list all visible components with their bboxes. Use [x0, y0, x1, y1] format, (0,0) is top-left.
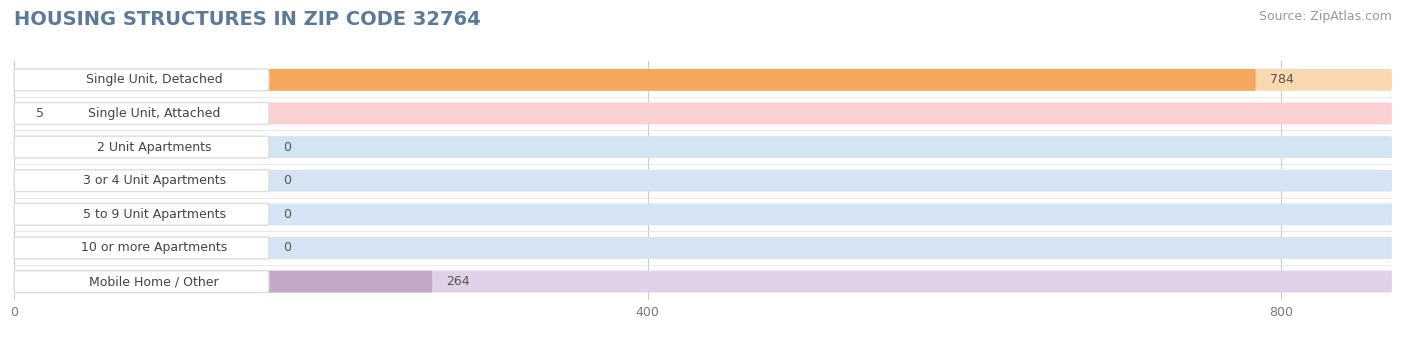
Text: 784: 784 — [1270, 73, 1294, 86]
FancyBboxPatch shape — [14, 69, 1256, 91]
Text: 264: 264 — [446, 275, 470, 288]
Text: Single Unit, Attached: Single Unit, Attached — [89, 107, 221, 120]
FancyBboxPatch shape — [14, 103, 22, 124]
Text: 0: 0 — [283, 241, 291, 254]
FancyBboxPatch shape — [14, 136, 1392, 158]
Text: HOUSING STRUCTURES IN ZIP CODE 32764: HOUSING STRUCTURES IN ZIP CODE 32764 — [14, 10, 481, 29]
FancyBboxPatch shape — [14, 69, 1392, 91]
Text: 10 or more Apartments: 10 or more Apartments — [82, 241, 228, 254]
FancyBboxPatch shape — [14, 237, 269, 259]
Text: 5 to 9 Unit Apartments: 5 to 9 Unit Apartments — [83, 208, 226, 221]
Text: 5: 5 — [35, 107, 44, 120]
FancyBboxPatch shape — [14, 103, 1392, 124]
Text: 0: 0 — [283, 174, 291, 187]
FancyBboxPatch shape — [14, 69, 269, 91]
Text: 2 Unit Apartments: 2 Unit Apartments — [97, 140, 211, 153]
Text: 0: 0 — [283, 140, 291, 153]
Text: 3 or 4 Unit Apartments: 3 or 4 Unit Apartments — [83, 174, 226, 187]
Text: Mobile Home / Other: Mobile Home / Other — [90, 275, 219, 288]
FancyBboxPatch shape — [14, 170, 269, 192]
FancyBboxPatch shape — [14, 237, 1392, 259]
FancyBboxPatch shape — [14, 204, 1392, 225]
FancyBboxPatch shape — [14, 170, 1392, 192]
Text: Single Unit, Detached: Single Unit, Detached — [86, 73, 222, 86]
FancyBboxPatch shape — [14, 136, 269, 158]
Text: Source: ZipAtlas.com: Source: ZipAtlas.com — [1258, 10, 1392, 23]
FancyBboxPatch shape — [14, 271, 269, 293]
FancyBboxPatch shape — [14, 204, 269, 225]
FancyBboxPatch shape — [14, 271, 432, 293]
FancyBboxPatch shape — [14, 103, 269, 124]
FancyBboxPatch shape — [14, 271, 1392, 293]
Text: 0: 0 — [283, 208, 291, 221]
